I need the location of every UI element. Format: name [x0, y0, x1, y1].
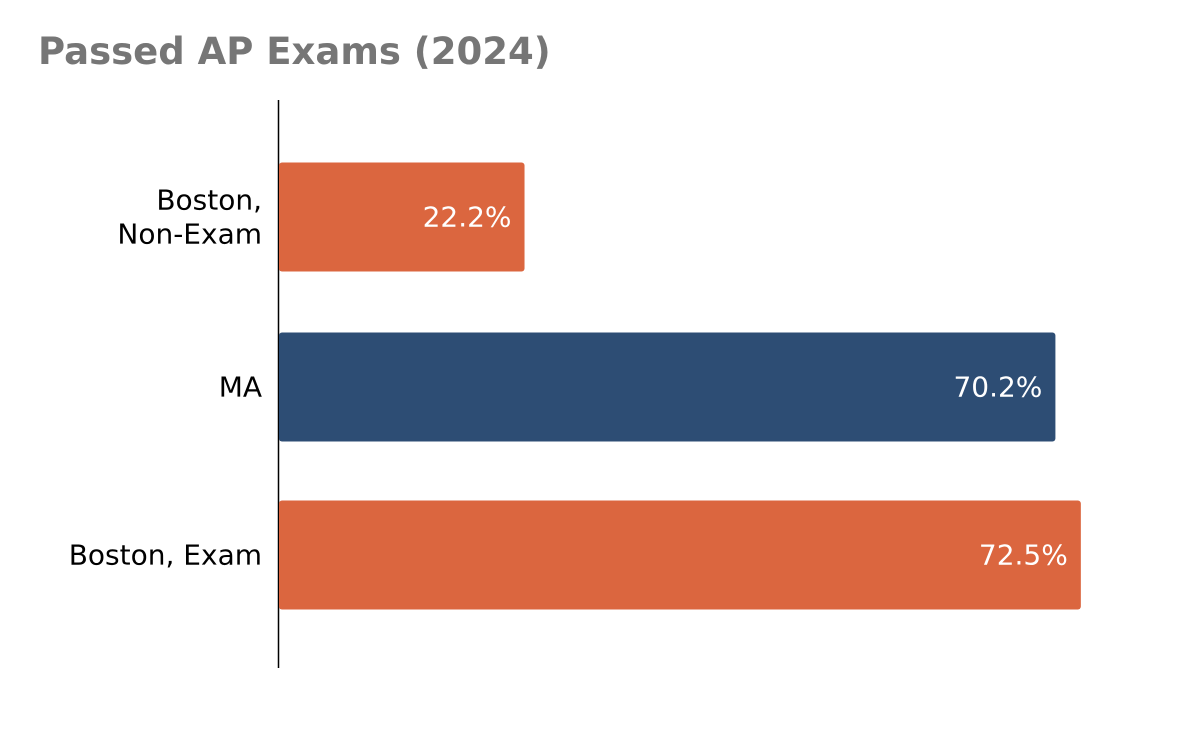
- chart-title: Passed AP Exams (2024): [38, 30, 551, 73]
- value-label-3: 72.5%: [979, 539, 1068, 572]
- bar-1: [279, 162, 525, 272]
- bar-2: [279, 332, 1056, 442]
- category-label-3: Boston, Exam: [69, 539, 262, 572]
- category-label-1: Boston, Non-Exam: [117, 184, 262, 251]
- bar-3: [279, 500, 1081, 610]
- value-label-2: 70.2%: [953, 371, 1042, 404]
- category-label-2: MA: [219, 371, 262, 404]
- value-label-1: 22.2%: [423, 201, 512, 234]
